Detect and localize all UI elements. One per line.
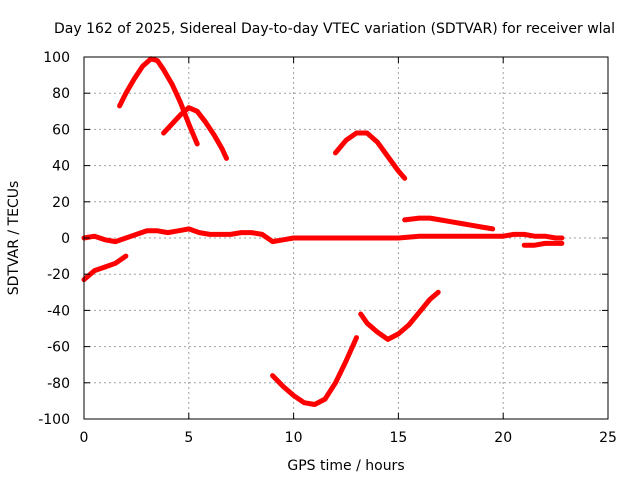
y-tick-label: 100 — [43, 50, 70, 66]
series-baseline — [81, 226, 565, 245]
series-arc-6 — [358, 289, 441, 342]
y-axis-label: SDTVAR / TECUs — [6, 181, 22, 296]
x-axis-label: GPS time / hours — [287, 458, 404, 474]
series-arc-3 — [81, 253, 129, 283]
x-tick-label: 20 — [494, 430, 512, 446]
y-tick-label: -40 — [47, 303, 70, 319]
axis-ticks: 0 5 10 15 20 25 -100 -80 -60 -40 -20 0 20 40 60 80 100 — [38, 50, 617, 446]
series-arc-7 — [402, 215, 496, 232]
series-arc-2 — [161, 105, 229, 161]
gridlines — [84, 57, 608, 419]
y-tick-label: -100 — [38, 412, 70, 428]
y-tick-label: 0 — [61, 231, 70, 247]
y-tick-label: -60 — [47, 340, 70, 356]
y-tick-label: 80 — [52, 86, 70, 102]
series-arc-5 — [333, 130, 408, 181]
y-tick-label: 20 — [52, 195, 70, 211]
series-arc-1 — [117, 56, 200, 147]
x-tick-label: 5 — [184, 430, 193, 446]
series-arc-4 — [270, 335, 359, 407]
data-series — [81, 56, 565, 407]
x-tick-label: 10 — [285, 430, 303, 446]
chart-title: Day 162 of 2025, Sidereal Day-to-day VTE… — [54, 21, 615, 37]
y-tick-label: 40 — [52, 159, 70, 175]
x-tick-label: 15 — [389, 430, 407, 446]
y-tick-label: 60 — [52, 122, 70, 138]
x-tick-label: 0 — [80, 430, 89, 446]
x-tick-label: 25 — [599, 430, 617, 446]
series-arc-8 — [521, 240, 565, 248]
y-tick-label: -80 — [47, 376, 70, 392]
y-tick-label: -20 — [47, 267, 70, 283]
